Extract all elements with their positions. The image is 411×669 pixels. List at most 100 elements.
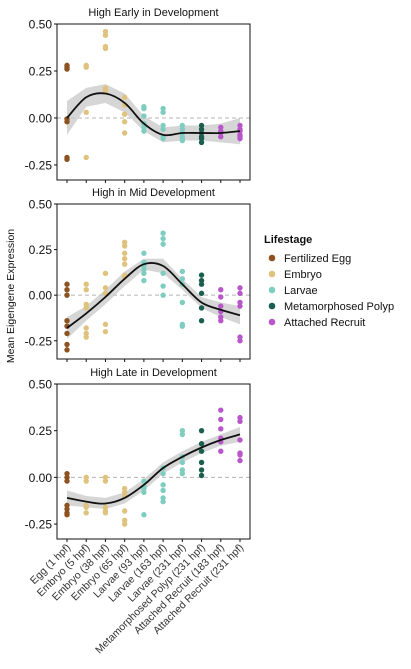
- legend-marker: [268, 318, 276, 326]
- data-point: [141, 489, 147, 496]
- data-point: [83, 478, 89, 484]
- legend-item: Attached Recruit: [268, 317, 365, 329]
- data-point: [141, 485, 147, 492]
- data-point: [179, 122, 186, 129]
- data-point: [64, 502, 70, 509]
- data-point: [102, 504, 109, 510]
- data-point: [102, 328, 109, 335]
- data-point: [121, 111, 128, 117]
- legend-marker: [268, 254, 276, 262]
- data-point: [179, 299, 186, 306]
- data-point: [237, 437, 243, 443]
- y-tick-label: 0.50: [29, 378, 53, 392]
- data-point: [121, 517, 128, 524]
- data-point: [218, 134, 224, 140]
- data-point: [160, 109, 166, 116]
- panel-frame: [56, 23, 251, 181]
- data-point: [64, 154, 70, 161]
- data-point: [160, 241, 166, 247]
- data-point: [83, 510, 89, 516]
- data-point: [141, 124, 147, 131]
- y-tick-label: -0.25: [25, 158, 53, 172]
- data-point: [121, 250, 128, 256]
- data-point: [160, 270, 166, 276]
- legend-title: Lifestage: [264, 234, 312, 246]
- panel-title: High in Mid Development: [92, 187, 215, 199]
- data-point: [237, 135, 243, 142]
- data-point: [102, 28, 109, 35]
- data-point: [218, 426, 224, 432]
- data-point: [64, 347, 70, 353]
- x-axis-tick-labels: Egg (1 hpf)Embryo (5 hpf)Embryo (38 hpf)…: [28, 542, 246, 657]
- panel-1: High Early in Development 0.50 0.25 0.00 -0.…: [25, 7, 251, 183]
- trend-line: [66, 262, 241, 329]
- y-tick-label: 0.25: [29, 424, 53, 438]
- data-point: [64, 341, 70, 348]
- data-point: [179, 459, 186, 466]
- legend-label: Embryo: [284, 269, 322, 281]
- data-point: [237, 303, 243, 309]
- data-point: [179, 268, 186, 275]
- data-point: [218, 294, 224, 300]
- legend-item: Embryo: [268, 269, 322, 281]
- legend-items: Fertilized Egg Embryo Larvae Metamorphosed …: [268, 253, 394, 329]
- y-tick-label: 0.25: [29, 243, 53, 257]
- data-point: [198, 135, 205, 142]
- data-point: [141, 512, 147, 518]
- data-point: [83, 154, 89, 161]
- chart-panels: High Early in Development 0.50 0.25 0.00 -0.…: [25, 7, 251, 542]
- data-point: [121, 119, 128, 125]
- confidence-band: [67, 84, 240, 145]
- data-point: [121, 243, 128, 249]
- data-point: [198, 459, 205, 466]
- panel-title: High Early in Development: [88, 7, 218, 19]
- data-point: [179, 137, 186, 144]
- y-tick-label: 0.00: [29, 471, 53, 485]
- legend-item: Larvae: [268, 285, 318, 297]
- data-point: [198, 139, 205, 146]
- data-point: [160, 487, 166, 494]
- data-point: [64, 318, 70, 324]
- data-point: [64, 474, 70, 481]
- data-point: [160, 135, 166, 142]
- confidence-band: [67, 426, 240, 510]
- data-point: [83, 305, 89, 311]
- data-point: [121, 130, 128, 136]
- data-point: [83, 334, 89, 340]
- data-point: [179, 470, 186, 477]
- data-point: [237, 285, 243, 291]
- legend-marker: [268, 302, 276, 310]
- panel-frame: [56, 203, 251, 360]
- data-point: [83, 281, 89, 287]
- data-point: [237, 418, 243, 425]
- data-point: [102, 32, 109, 38]
- legend-marker: [268, 286, 276, 294]
- data-point: [160, 235, 166, 242]
- data-point: [198, 272, 205, 278]
- data-point: [198, 441, 205, 447]
- data-point: [64, 62, 70, 69]
- data-point: [218, 287, 224, 293]
- data-point: [237, 414, 243, 421]
- data-point: [121, 94, 128, 101]
- data-point: [237, 290, 243, 297]
- data-point: [83, 474, 89, 481]
- data-point: [83, 109, 89, 116]
- data-point: [218, 416, 224, 423]
- y-tick-label: 0.00: [29, 289, 53, 303]
- data-point: [218, 407, 224, 413]
- data-point: [218, 124, 224, 131]
- data-point: [160, 105, 166, 112]
- data-point: [179, 323, 186, 329]
- panel-title: High Late in Development: [90, 367, 217, 379]
- data-point: [64, 287, 70, 293]
- data-point: [141, 277, 147, 284]
- data-point: [198, 467, 205, 473]
- legend-label: Metamorphosed Polyp: [284, 301, 394, 313]
- data-point: [198, 281, 205, 287]
- y-tick-label: 0.00: [29, 111, 53, 125]
- panel-2: High in Mid Development 0.50 0.25 0.00 -0.25: [25, 187, 251, 362]
- data-point: [141, 113, 147, 119]
- data-point: [102, 45, 109, 52]
- data-point: [121, 485, 128, 492]
